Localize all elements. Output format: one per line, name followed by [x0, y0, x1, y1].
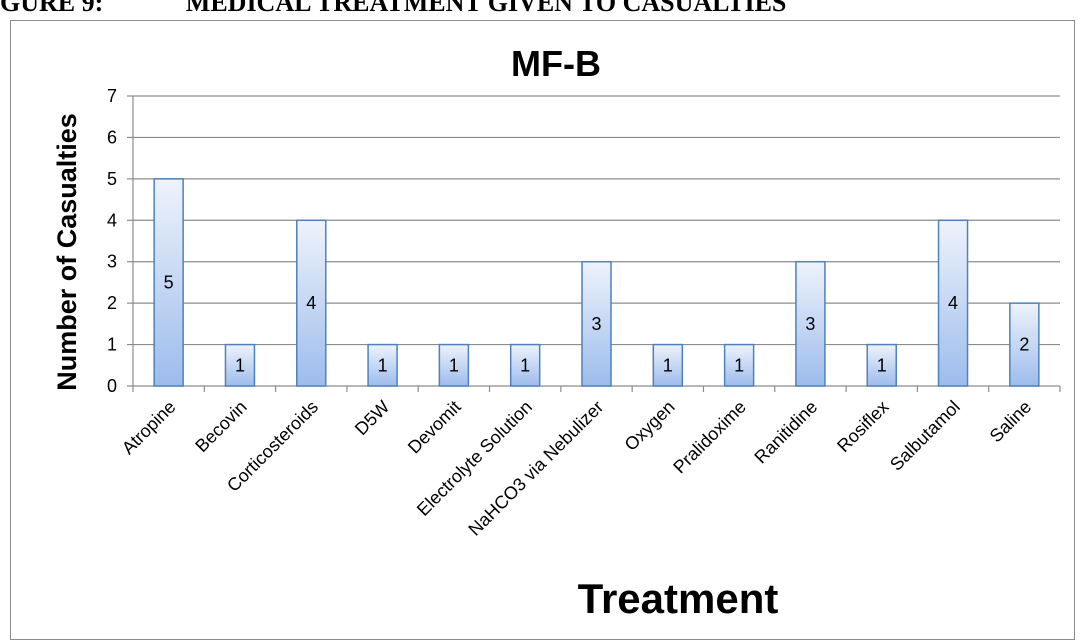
x-tick-label-3: D5W	[351, 397, 393, 439]
chart-frame	[10, 20, 1075, 640]
y-axis-title: Number of Casualties	[52, 113, 82, 391]
x-tick-label-1: Becovin	[191, 397, 250, 456]
figure-label: GURE 9:	[0, 0, 104, 17]
bar-rosiflex	[866, 343, 897, 387]
data-label-1: 1	[235, 355, 245, 375]
bar-saline	[1009, 302, 1040, 387]
figure-title: MEDICAL TREATMENT GIVEN TO CASUALTIES	[185, 0, 787, 17]
bar-oxygen	[652, 343, 684, 387]
y-tick-label-0: 0	[107, 376, 117, 396]
data-label-5: 1	[520, 355, 530, 375]
x-tick-label-4: Devomit	[404, 397, 465, 458]
y-tick-label-7: 7	[107, 86, 117, 106]
data-label-8: 1	[734, 355, 744, 375]
bar-pralidoxime	[723, 343, 755, 387]
data-label-12: 2	[1019, 335, 1029, 355]
x-axis-title: Treatment	[578, 575, 779, 622]
y-tick-labels: 0 1 2 3 4 5 6 7	[107, 86, 117, 396]
data-label-0: 5	[164, 272, 174, 292]
bar-ranitidine	[795, 260, 826, 387]
data-label-6: 3	[591, 314, 601, 334]
bar-atropine	[153, 178, 184, 387]
x-tick-label-0: Atropine	[118, 397, 180, 459]
x-tick-label-11: Salbutamol	[886, 397, 964, 475]
data-label-3: 1	[378, 355, 388, 375]
bars	[153, 178, 1040, 387]
data-label-4: 1	[449, 355, 459, 375]
x-tick-label-6: NaHCO3 via Nebulizer	[464, 397, 607, 540]
data-label-7: 1	[663, 355, 673, 375]
y-tick-label-1: 1	[107, 335, 117, 355]
data-label-2: 4	[306, 293, 316, 313]
data-label-9: 3	[805, 314, 815, 334]
bar-corticosteroids	[296, 219, 327, 387]
y-tick-label-4: 4	[107, 210, 117, 230]
y-tick-label-6: 6	[107, 127, 117, 147]
bar-salbutamol	[937, 219, 969, 387]
y-tick-label-5: 5	[107, 169, 117, 189]
page-header: GURE 9: MEDICAL TREATMENT GIVEN TO CASUA…	[0, 0, 1085, 18]
x-tick-label-9: Ranitidine	[750, 397, 821, 468]
x-tick-label-8: Pralidoxime	[669, 397, 750, 478]
bar-devomit	[438, 343, 470, 387]
bar-electrolyte-solution	[509, 343, 541, 387]
x-tick-label-7: Oxygen	[621, 397, 679, 455]
bar-d5w	[367, 343, 398, 387]
chart-title: MF-B	[511, 43, 601, 84]
y-tick-label-2: 2	[107, 293, 117, 313]
bar-becovin	[224, 343, 256, 387]
y-tick-label-3: 3	[107, 252, 117, 272]
data-label-11: 4	[948, 293, 958, 313]
data-label-10: 1	[877, 355, 887, 375]
x-tick-label-12: Saline	[986, 397, 1036, 447]
data-labels: 5 1 4 1 1 1 3 1 1 3 1 4 2	[164, 272, 1030, 375]
x-tick-label-10: Rosiflex	[833, 397, 892, 456]
bar-nahco3-via-nebulizer	[581, 260, 612, 387]
